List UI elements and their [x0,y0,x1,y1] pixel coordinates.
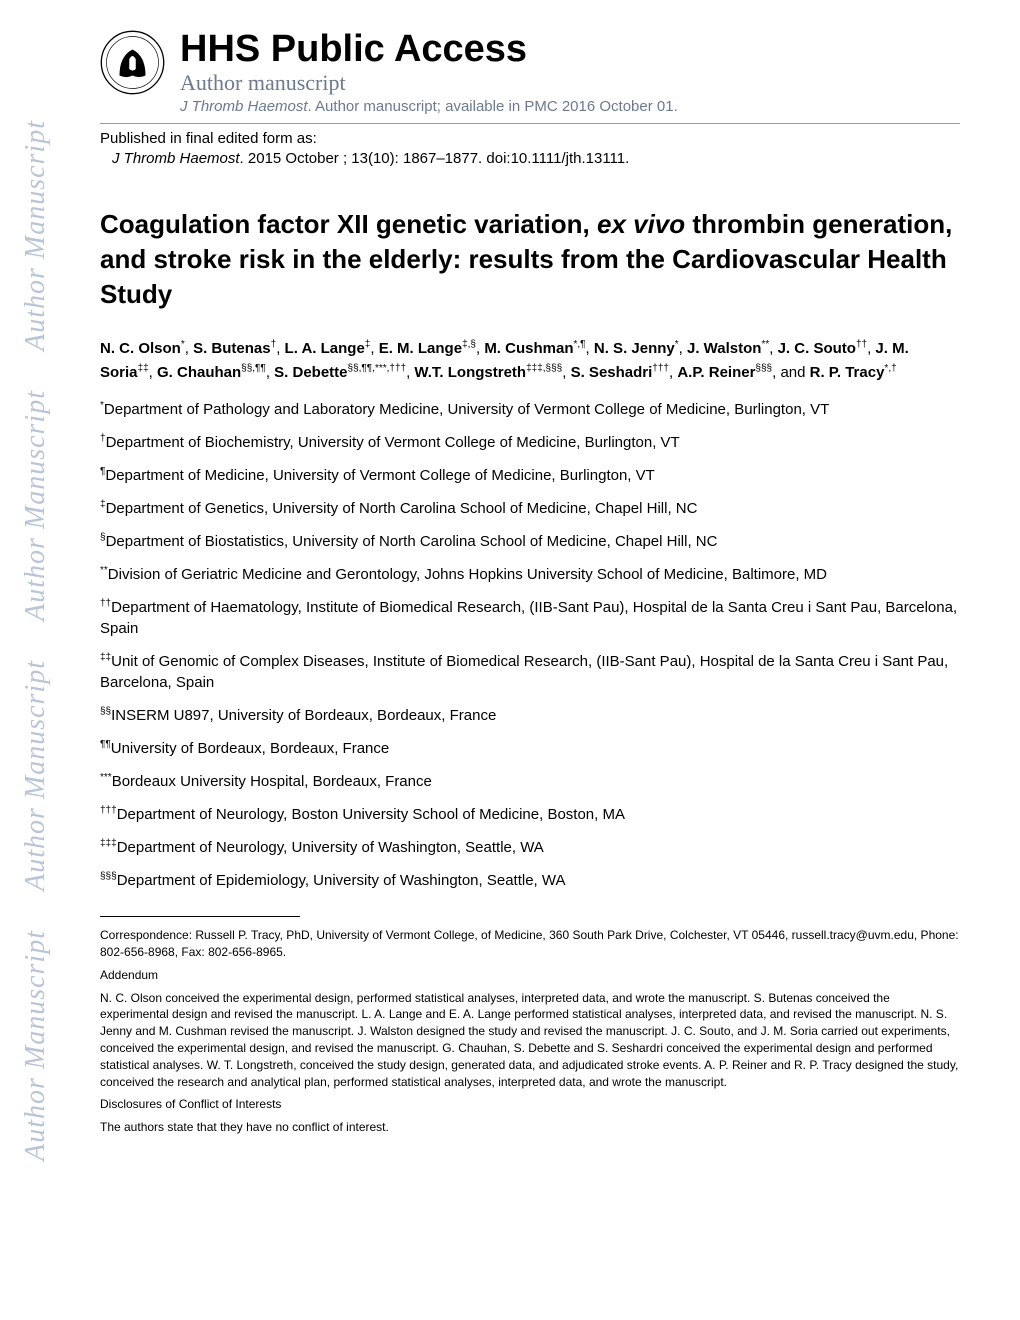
citation-rest: . 2015 October ; 13(10): 1867–1877. doi:… [240,150,630,167]
affiliation-item: §§INSERM U897, University of Bordeaux, B… [100,705,960,726]
footnote-item: The authors state that they have no conf… [100,1119,960,1136]
footnotes: Correspondence: Russell P. Tracy, PhD, U… [100,927,960,1136]
title-part1: Coagulation factor XII genetic variation… [100,209,597,239]
watermark-1: Author Manuscript [20,120,52,351]
hhs-logo-icon [100,30,165,95]
affiliation-item: ¶Department of Medicine, University of V… [100,465,960,486]
affiliation-item: †Department of Biochemistry, University … [100,432,960,453]
journal-name: J Thromb Haemost [180,98,308,115]
affiliation-item: §Department of Biostatistics, University… [100,531,960,552]
journal-line: J Thromb Haemost. Author manuscript; ava… [180,98,960,115]
affiliation-item: ††Department of Haematology, Institute o… [100,597,960,639]
affiliation-item: **Division of Geriatric Medicine and Ger… [100,564,960,585]
affiliation-item: ***Bordeaux University Hospital, Bordeau… [100,771,960,792]
citation: J Thromb Haemost. 2015 October ; 13(10):… [112,150,960,167]
affiliation-item: ‡Department of Genetics, University of N… [100,498,960,519]
citation-journal: J Thromb Haemost [112,150,240,167]
affiliation-item: *Department of Pathology and Laboratory … [100,399,960,420]
header-divider [100,123,960,124]
sub-heading: Author manuscript [180,70,960,96]
watermark-2: Author Manuscript [20,390,52,621]
affiliation-item: §§§Department of Epidemiology, Universit… [100,870,960,891]
footnote-item: Disclosures of Conflict of Interests [100,1096,960,1113]
watermark-4: Author Manuscript [20,930,52,1161]
footnote-divider [100,916,300,917]
article-title: Coagulation factor XII genetic variation… [100,207,960,312]
pub-info: Published in final edited form as: [100,130,960,147]
watermark-3: Author Manuscript [20,660,52,891]
affiliation-item: ‡‡‡Department of Neurology, University o… [100,837,960,858]
header-text: HHS Public Access Author manuscript J Th… [180,30,960,115]
footnote-item: Correspondence: Russell P. Tracy, PhD, U… [100,927,960,961]
affiliations: *Department of Pathology and Laboratory … [100,399,960,891]
footnote-item: N. C. Olson conceived the experimental d… [100,990,960,1091]
authors-list: N. C. Olson*, S. Butenas†, L. A. Lange‡,… [100,337,960,384]
affiliation-item: ¶¶University of Bordeaux, Bordeaux, Fran… [100,738,960,759]
journal-rest: . Author manuscript; available in PMC 20… [308,98,678,115]
page-content: HHS Public Access Author manuscript J Th… [100,0,960,1136]
affiliation-item: †††Department of Neurology, Boston Unive… [100,804,960,825]
main-heading: HHS Public Access [180,30,960,68]
footnote-item: Addendum [100,967,960,984]
header-row: HHS Public Access Author manuscript J Th… [100,30,960,115]
affiliation-item: ‡‡Unit of Genomic of Complex Diseases, I… [100,651,960,693]
title-italic: ex vivo [597,209,685,239]
